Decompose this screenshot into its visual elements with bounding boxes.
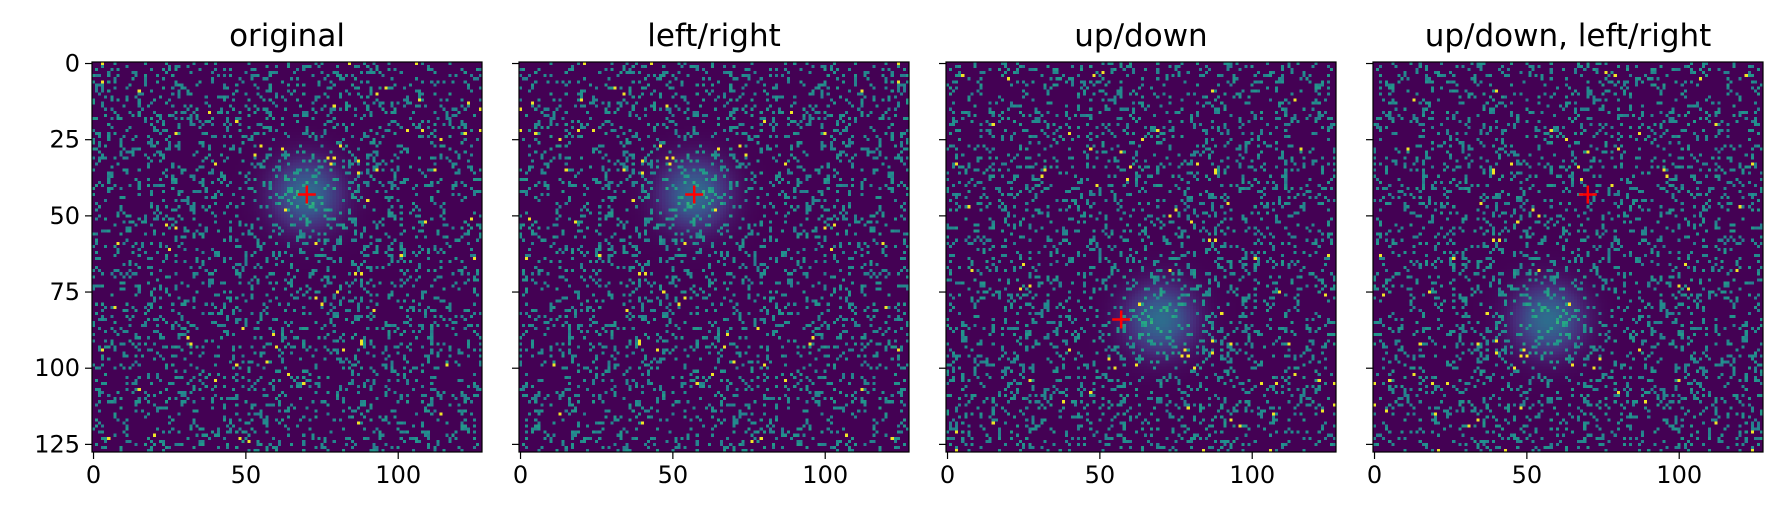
heatmap-image bbox=[946, 62, 1336, 452]
x-tick-label: 0 bbox=[940, 461, 955, 489]
center-marker bbox=[685, 185, 704, 204]
panel-2: left/right 0 50 100 bbox=[512, 18, 910, 489]
heatmap-image bbox=[519, 62, 909, 452]
x-tick-label: 0 bbox=[86, 461, 101, 489]
panel-title: up/down, left/right bbox=[1425, 18, 1712, 54]
y-tick-label: 75 bbox=[49, 278, 80, 306]
center-marker bbox=[1112, 310, 1131, 329]
panel-4: up/down, left/right 0 50 100 bbox=[1366, 18, 1764, 489]
panel-title: left/right bbox=[647, 18, 781, 54]
center-marker bbox=[297, 185, 316, 204]
y-tick-label: 0 bbox=[65, 50, 80, 78]
center-marker bbox=[1578, 185, 1597, 204]
axes-frame bbox=[91, 61, 483, 453]
x-tick-label: 100 bbox=[375, 461, 421, 489]
x-tick-label: 50 bbox=[658, 461, 689, 489]
x-tick-label: 0 bbox=[513, 461, 528, 489]
y-tick-label: 125 bbox=[34, 430, 80, 458]
x-tick-label: 50 bbox=[231, 461, 262, 489]
x-tick-label: 50 bbox=[1512, 461, 1543, 489]
x-tick-label: 100 bbox=[1229, 461, 1275, 489]
x-tick-label: 100 bbox=[802, 461, 848, 489]
panel-3: up/down 0 50 100 bbox=[939, 18, 1337, 489]
x-tick-label: 0 bbox=[1367, 461, 1382, 489]
panel-1: original 0 50 100 0 25 50 75 100 125 bbox=[34, 18, 483, 489]
heatmap-image bbox=[92, 62, 482, 452]
y-tick-label: 50 bbox=[49, 202, 80, 230]
axes-frame bbox=[518, 61, 910, 453]
y-tick-label: 100 bbox=[34, 354, 80, 382]
x-tick-label: 100 bbox=[1656, 461, 1702, 489]
x-tick-label: 50 bbox=[1085, 461, 1116, 489]
heatmap-image bbox=[1373, 62, 1763, 452]
y-tick-label: 25 bbox=[49, 126, 80, 154]
axes-frame bbox=[945, 61, 1337, 453]
axes-frame bbox=[1372, 61, 1764, 453]
panel-title: up/down bbox=[1074, 18, 1207, 54]
panel-title: original bbox=[229, 18, 345, 54]
